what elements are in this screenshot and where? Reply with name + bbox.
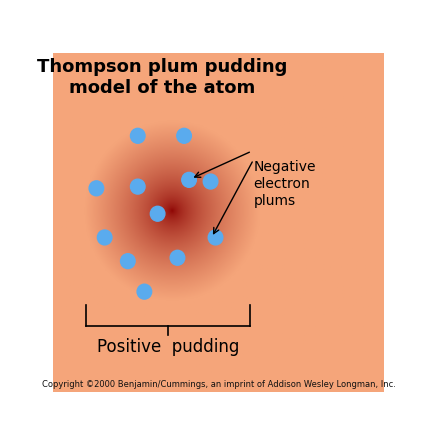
Circle shape: [170, 250, 184, 265]
Circle shape: [150, 206, 164, 221]
Circle shape: [137, 284, 151, 299]
Circle shape: [130, 128, 145, 143]
Circle shape: [203, 174, 217, 189]
Circle shape: [89, 181, 104, 196]
Circle shape: [120, 254, 135, 268]
Circle shape: [181, 172, 196, 187]
Text: Negative
electron
plums: Negative electron plums: [253, 160, 315, 208]
Circle shape: [176, 128, 191, 143]
Text: Positive  pudding: Positive pudding: [97, 338, 239, 356]
Circle shape: [208, 230, 222, 245]
Text: Copyright ©2000 Benjamin/Cummings, an imprint of Addison Wesley Longman, Inc.: Copyright ©2000 Benjamin/Cummings, an im…: [42, 380, 395, 389]
Circle shape: [130, 179, 145, 194]
Circle shape: [97, 230, 112, 245]
Text: Thompson plum pudding
model of the atom: Thompson plum pudding model of the atom: [37, 58, 287, 97]
